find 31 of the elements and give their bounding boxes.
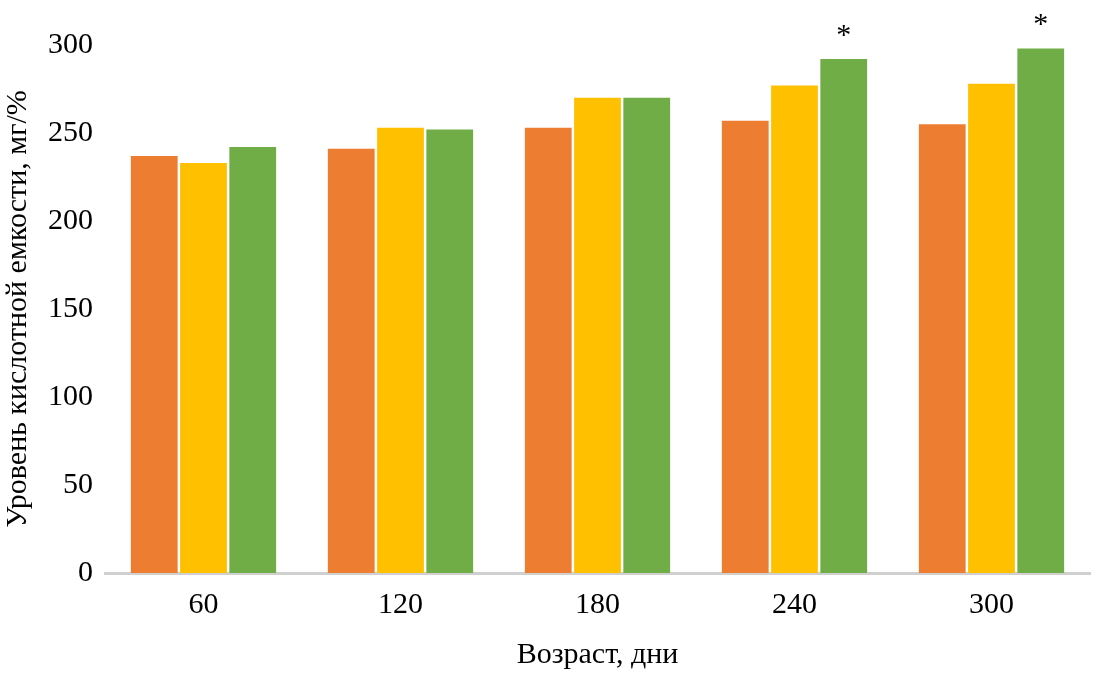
bar <box>130 155 178 573</box>
x-tick-label: 240 <box>772 585 817 619</box>
x-tick-label: 300 <box>969 585 1014 619</box>
bar <box>623 97 671 573</box>
x-tick-label: 180 <box>575 585 620 619</box>
bar <box>968 83 1015 573</box>
bar <box>327 148 375 573</box>
y-tick-label: 100 <box>48 377 93 411</box>
bar <box>918 124 966 573</box>
x-tick-label: 120 <box>378 585 423 619</box>
bar <box>1017 48 1065 573</box>
bar <box>180 162 227 573</box>
bar <box>771 85 818 573</box>
y-tick-label: 200 <box>48 201 93 235</box>
y-tick-label: 300 <box>48 25 93 59</box>
y-axis-title: Уровень кислотной емкости, мг/% <box>0 90 32 528</box>
text: * <box>1033 6 1049 40</box>
y-tick-label: 150 <box>48 289 93 323</box>
bar <box>721 120 769 573</box>
y-tick-label: 250 <box>48 113 93 147</box>
bar <box>229 147 277 573</box>
y-tick-label: 50 <box>63 465 93 499</box>
bar <box>377 127 424 573</box>
bar <box>574 97 621 573</box>
bar <box>524 127 572 573</box>
y-tick-label: 0 <box>78 553 93 587</box>
bar <box>426 129 474 573</box>
annotation: * <box>836 16 852 50</box>
bar <box>820 59 868 573</box>
x-tick-label: 60 <box>188 585 219 619</box>
x-axis-title: Возраст, дни <box>516 635 679 669</box>
